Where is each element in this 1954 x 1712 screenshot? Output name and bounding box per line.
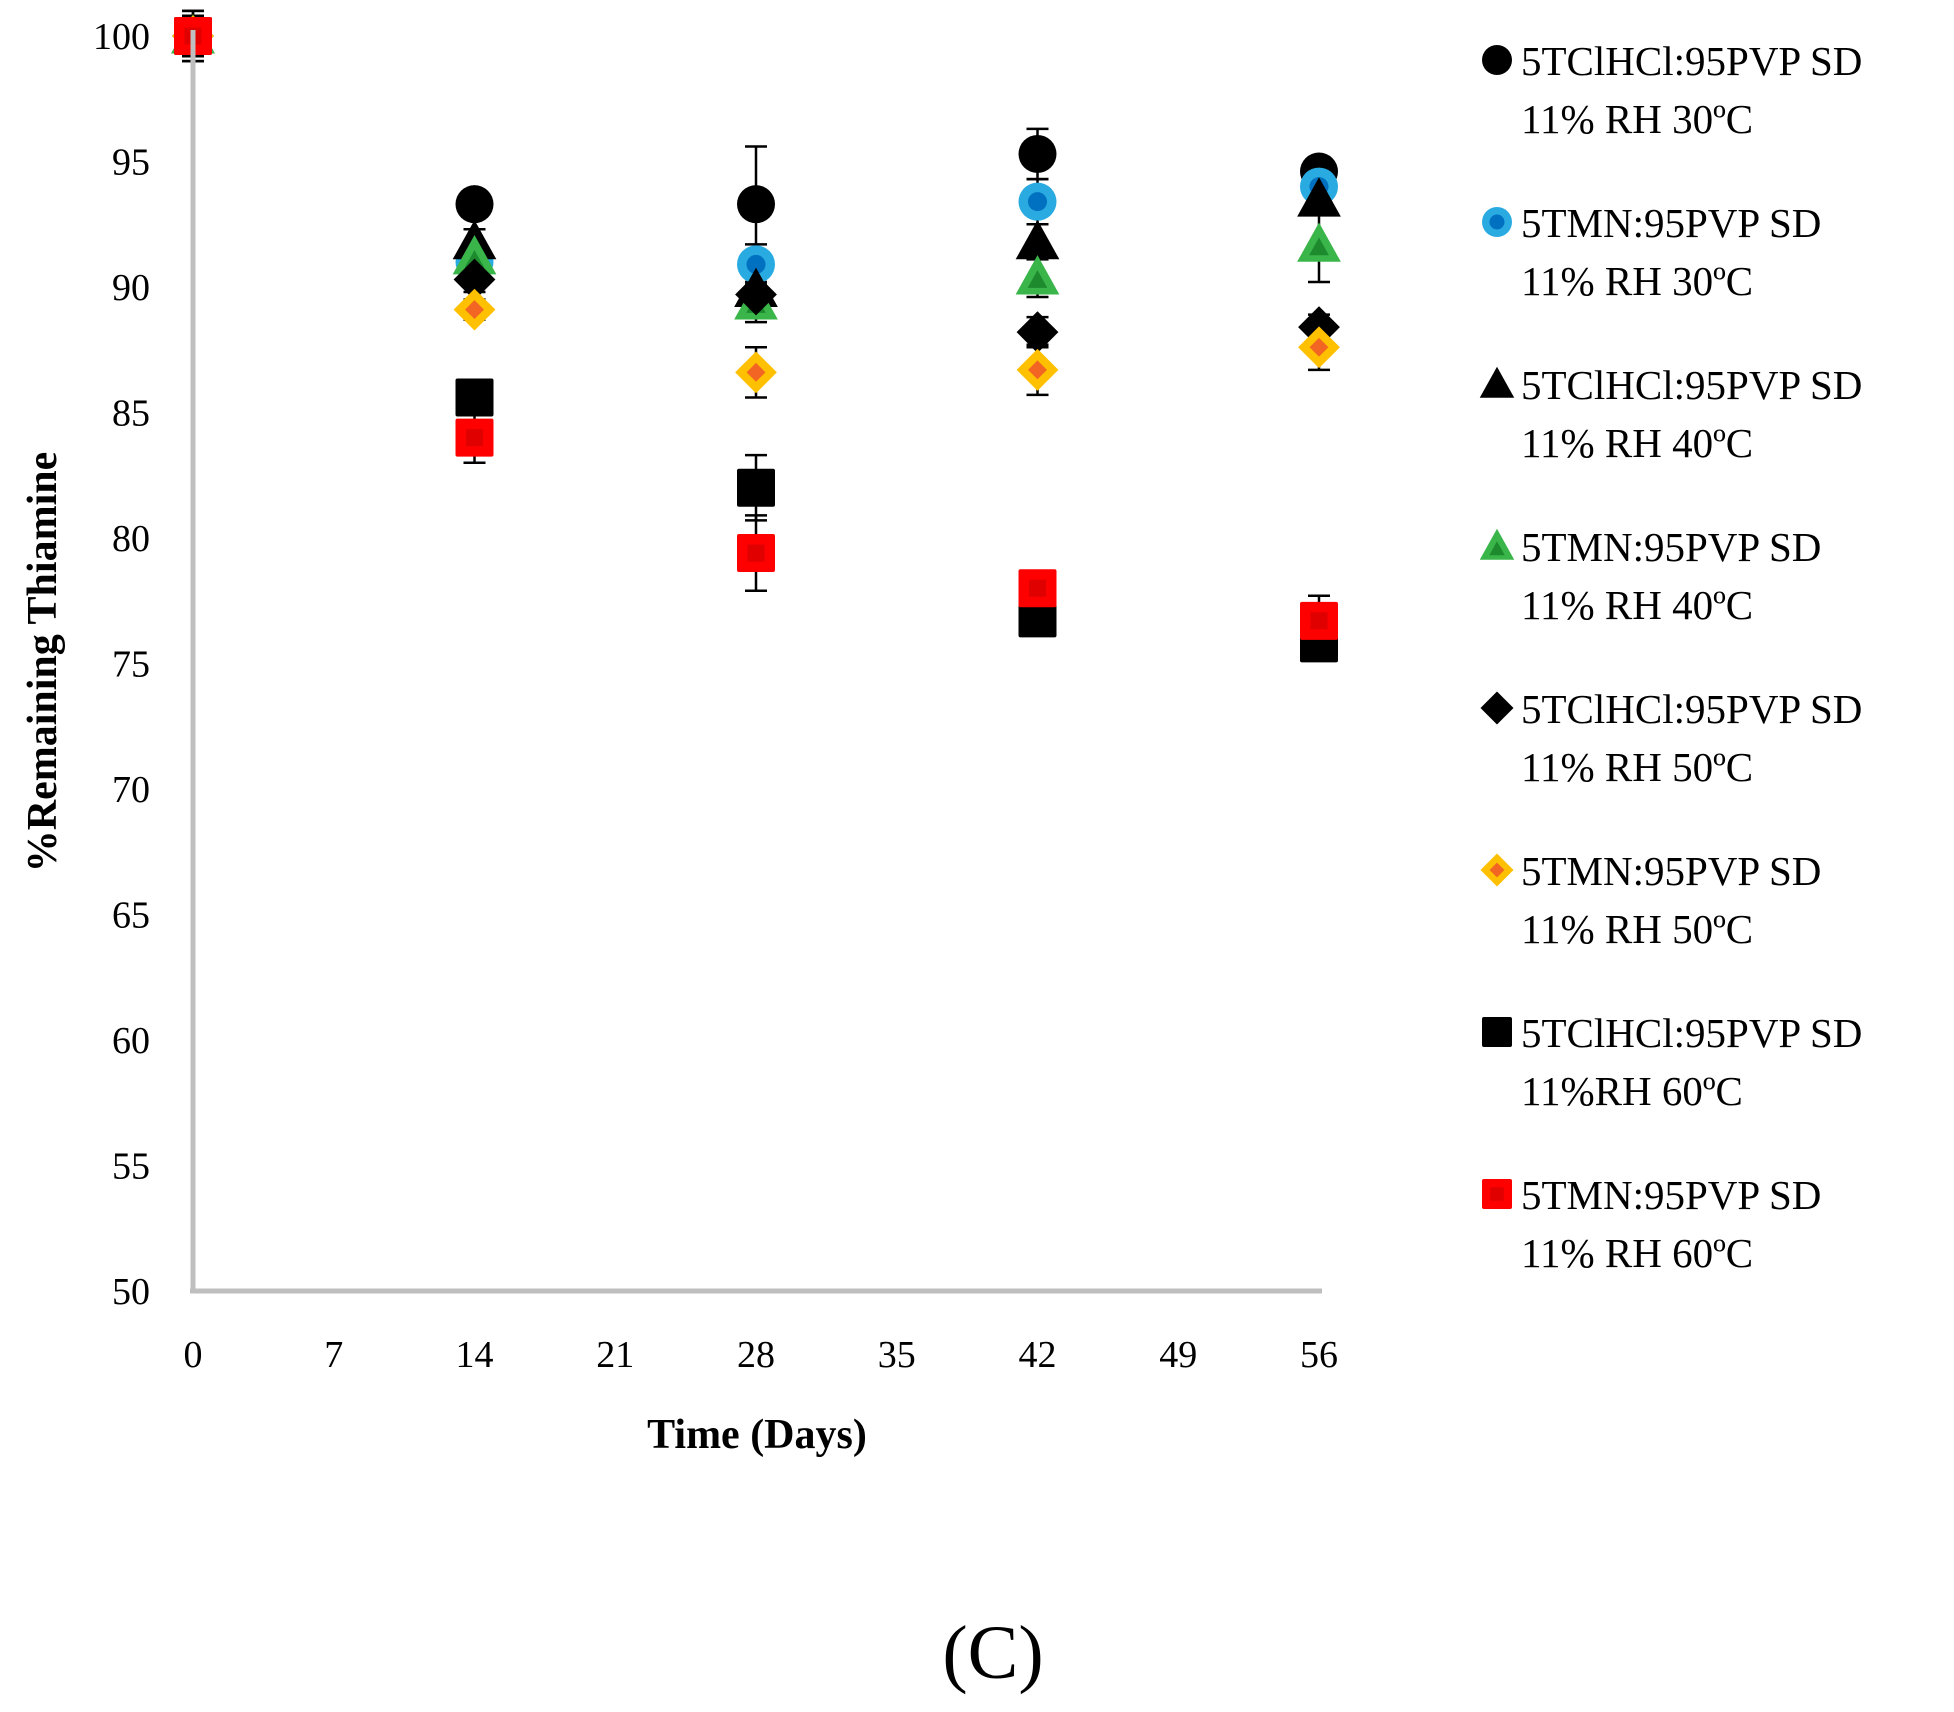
legend-item: 5TClHCl:95PVP SD 11% RH 50ºC	[1480, 686, 1862, 790]
legend-label-line2: 11% RH 40ºC	[1521, 420, 1753, 466]
legend-label-line1: 5TMN:95PVP SD	[1521, 200, 1821, 246]
y-tick-label: 65	[112, 895, 150, 937]
legend-marker	[1480, 853, 1514, 887]
data-point	[1015, 219, 1060, 260]
data-point	[1018, 134, 1057, 173]
data-point	[1018, 599, 1057, 638]
data-point	[1016, 311, 1059, 354]
data-point	[1018, 182, 1057, 221]
legend-marker	[1482, 1017, 1512, 1047]
legend-item: 5TClHCl:95PVP SD 11% RH 30ºC	[1482, 38, 1862, 142]
legend-label-line1: 5TMN:95PVP SD	[1521, 524, 1821, 570]
axes	[190, 30, 1322, 1294]
x-tick-label: 21	[596, 1334, 634, 1376]
x-tick-label: 7	[324, 1334, 343, 1376]
legend-label-line1: 5TClHCl:95PVP SD	[1521, 686, 1862, 732]
data-point	[453, 258, 496, 301]
data-point	[1018, 569, 1057, 608]
legend-label-line1: 5TMN:95PVP SD	[1521, 1172, 1821, 1218]
x-tick-label: 42	[1019, 1334, 1057, 1376]
y-tick-label: 70	[112, 769, 150, 811]
data-point	[455, 418, 494, 457]
legend-item: 5TClHCl:95PVP SD 11% RH 40ºC	[1479, 362, 1862, 466]
data-point	[1297, 222, 1341, 262]
legend-label-line2: 11% RH 40ºC	[1521, 582, 1753, 628]
y-tick-label: 85	[112, 393, 150, 435]
y-tick-label: 95	[112, 142, 150, 184]
panel-label: (C)	[942, 1611, 1043, 1695]
x-tick-labels: 0 7 14 21 28 35 42 49 56	[184, 1334, 1339, 1376]
y-axis-title: %Remaining Thiamine	[20, 452, 66, 872]
y-tick-label: 60	[112, 1020, 150, 1062]
data-point	[737, 468, 775, 507]
y-tick-label: 80	[112, 518, 150, 560]
data-point	[453, 288, 496, 331]
data-point	[1298, 326, 1340, 369]
data-point	[737, 185, 775, 224]
legend-label-line1: 5TMN:95PVP SD	[1521, 848, 1821, 894]
legend-label-line2: 11% RH 30ºC	[1521, 96, 1753, 142]
legend-marker	[1482, 1179, 1512, 1209]
x-axis-title: Time (Days)	[647, 1412, 867, 1458]
y-tick-label: 50	[112, 1271, 150, 1313]
legend-label-line2: 11% RH 30ºC	[1521, 258, 1753, 304]
data-point	[737, 245, 775, 284]
data-point	[1016, 348, 1059, 391]
legend-label-line2: 11% RH 50ºC	[1521, 906, 1753, 952]
x-tick-label: 14	[456, 1334, 494, 1376]
legend-item: 5TMN:95PVP SD 11% RH 60ºC	[1482, 1172, 1821, 1276]
data-point	[455, 185, 494, 224]
legend-item: 5TMN:95PVP SD 11% RH 30ºC	[1482, 200, 1821, 304]
data-point	[735, 273, 777, 316]
legend-marker	[1480, 691, 1514, 725]
x-tick-label: 0	[184, 1334, 203, 1376]
x-tick-label: 35	[878, 1334, 916, 1376]
legend-marker	[1479, 366, 1515, 398]
data-point	[1297, 177, 1341, 217]
y-tick-labels: 50 55 60 65 70 75 80 85 90 95 100	[93, 16, 150, 1313]
legend-item: 5TMN:95PVP SD 11% RH 50ºC	[1480, 848, 1821, 952]
legend-marker	[1479, 528, 1515, 560]
legend-label-line2: 11% RH 50ºC	[1521, 744, 1753, 790]
y-tick-label: 55	[112, 1146, 150, 1188]
y-tick-label: 100	[93, 16, 150, 58]
legend-marker	[1482, 45, 1512, 75]
legend-label-line1: 5TClHCl:95PVP SD	[1521, 1010, 1862, 1056]
data-point	[737, 534, 775, 573]
y-tick-label: 90	[112, 267, 150, 309]
legend-item: 5TClHCl:95PVP SD 11%RH 60ºC	[1482, 1010, 1862, 1114]
data-markers	[171, 14, 1341, 663]
legend-item: 5TMN:95PVP SD 11% RH 40ºC	[1479, 524, 1821, 628]
legend-label-line1: 5TClHCl:95PVP SD	[1521, 38, 1862, 84]
legend-label-line2: 11% RH 60ºC	[1521, 1230, 1753, 1276]
legend-label-line2: 11%RH 60ºC	[1521, 1068, 1743, 1114]
data-point	[1300, 601, 1338, 640]
data-point	[455, 378, 494, 417]
data-point	[735, 351, 777, 394]
x-tick-label: 49	[1159, 1334, 1197, 1376]
x-tick-label: 56	[1300, 1334, 1338, 1376]
legend-label-line1: 5TClHCl:95PVP SD	[1521, 362, 1862, 408]
data-point	[1015, 255, 1060, 295]
y-tick-label: 75	[112, 644, 150, 686]
legend-marker	[1482, 207, 1512, 237]
x-tick-label: 28	[737, 1334, 775, 1376]
